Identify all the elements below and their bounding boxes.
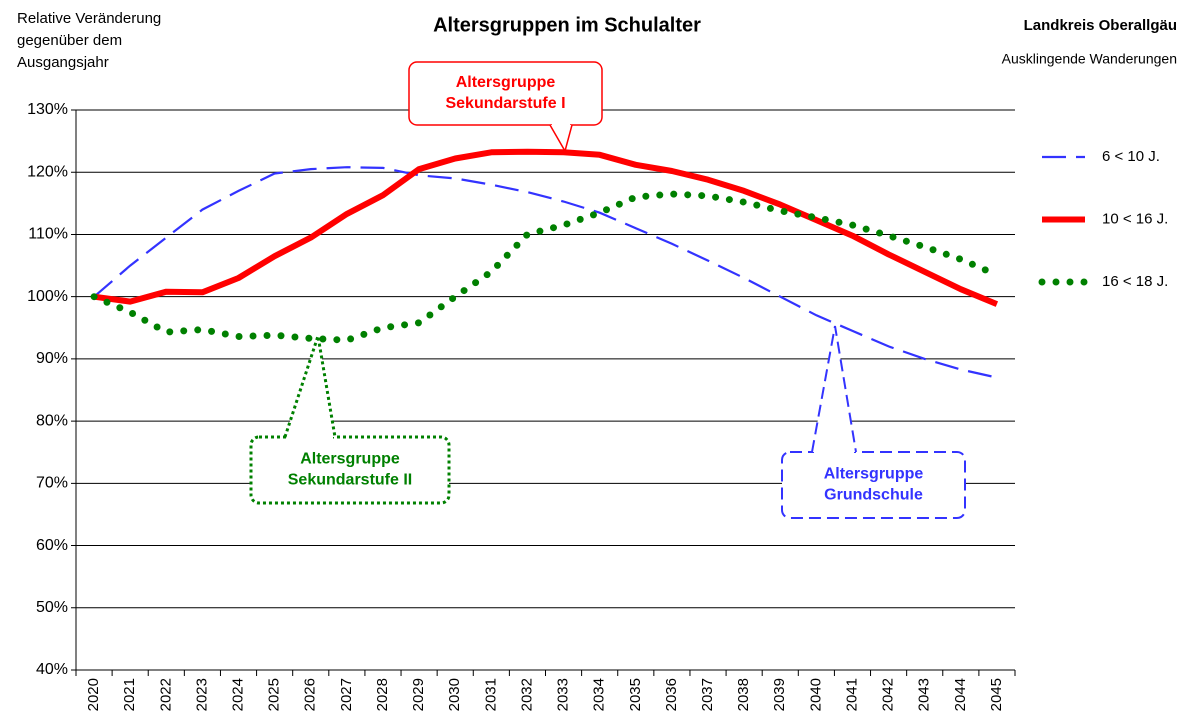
y-axis-label: gegenüber dem: [17, 32, 122, 49]
y-tick-label: 100%: [27, 288, 68, 305]
x-tick-label: 2041: [843, 678, 860, 711]
callout-text: Sekundarstufe I: [445, 95, 565, 112]
scenario: Ausklingende Wanderungen: [1002, 51, 1177, 67]
callout-text: Altersgruppe: [824, 466, 924, 483]
x-tick-label: 2042: [880, 678, 897, 711]
y-tick-label: 80%: [36, 412, 68, 429]
legend-label: 6 < 10 J.: [1102, 148, 1160, 165]
x-tick-label: 2025: [266, 678, 283, 711]
callout-text: Grundschule: [824, 487, 923, 504]
x-tick-label: 2028: [374, 678, 391, 711]
x-tick-label: 2020: [85, 678, 102, 711]
x-tick-label: 2043: [916, 678, 933, 711]
x-tick-label: 2022: [157, 678, 174, 711]
x-tick-label: 2036: [663, 678, 680, 711]
callout-box: [781, 451, 966, 519]
x-tick-label: 2045: [988, 678, 1005, 711]
x-tick-label: 2027: [338, 678, 355, 711]
chart-title: Altersgruppen im Schulalter: [433, 14, 701, 36]
callout-pointer: [283, 335, 337, 438]
y-tick-label: 40%: [36, 661, 68, 678]
x-tick-label: 2040: [807, 678, 824, 711]
callout-text: Altersgruppe: [300, 451, 400, 468]
y-axis-label: Relative Veränderung: [17, 10, 161, 27]
x-tick-label: 2035: [627, 678, 644, 711]
callout-box: [249, 435, 451, 505]
series-line: [90, 190, 1001, 344]
x-tick-label: 2037: [699, 678, 716, 711]
x-tick-label: 2029: [410, 678, 427, 711]
x-tick-label: 2021: [121, 678, 138, 711]
callout-pointer: [811, 325, 857, 453]
x-tick-label: 2026: [302, 678, 319, 711]
y-tick-label: 130%: [27, 101, 68, 118]
x-tick-label: 2039: [771, 678, 788, 711]
x-tick-label: 2030: [446, 678, 463, 711]
y-tick-label: 110%: [28, 226, 68, 243]
y-tick-label: 70%: [36, 475, 68, 492]
x-tick-label: 2033: [555, 678, 572, 711]
y-tick-label: 50%: [36, 599, 68, 616]
legend-label: 10 < 16 J.: [1102, 210, 1168, 227]
x-tick-label: 2032: [518, 678, 535, 711]
x-tick-label: 2044: [952, 678, 969, 711]
x-tick-label: 2031: [482, 678, 499, 711]
x-tick-label: 2038: [735, 678, 752, 711]
x-tick-label: 2034: [591, 678, 608, 711]
y-tick-label: 120%: [27, 163, 68, 180]
x-tick-label: 2023: [193, 678, 210, 711]
legend-label: 16 < 18 J.: [1102, 273, 1168, 290]
callout-text: Altersgruppe: [456, 74, 556, 91]
callout-text: Sekundarstufe II: [288, 472, 412, 489]
y-tick-label: 90%: [36, 350, 68, 367]
x-tick-label: 2024: [229, 678, 246, 711]
y-axis-label: Ausgangsjahr: [17, 54, 109, 71]
callout-box: [408, 61, 603, 126]
region: Landkreis Oberallgäu: [1024, 17, 1177, 34]
series-line: [93, 148, 999, 307]
series-line: [93, 166, 998, 379]
callout-pointer: [549, 124, 573, 153]
y-tick-label: 60%: [36, 537, 68, 554]
